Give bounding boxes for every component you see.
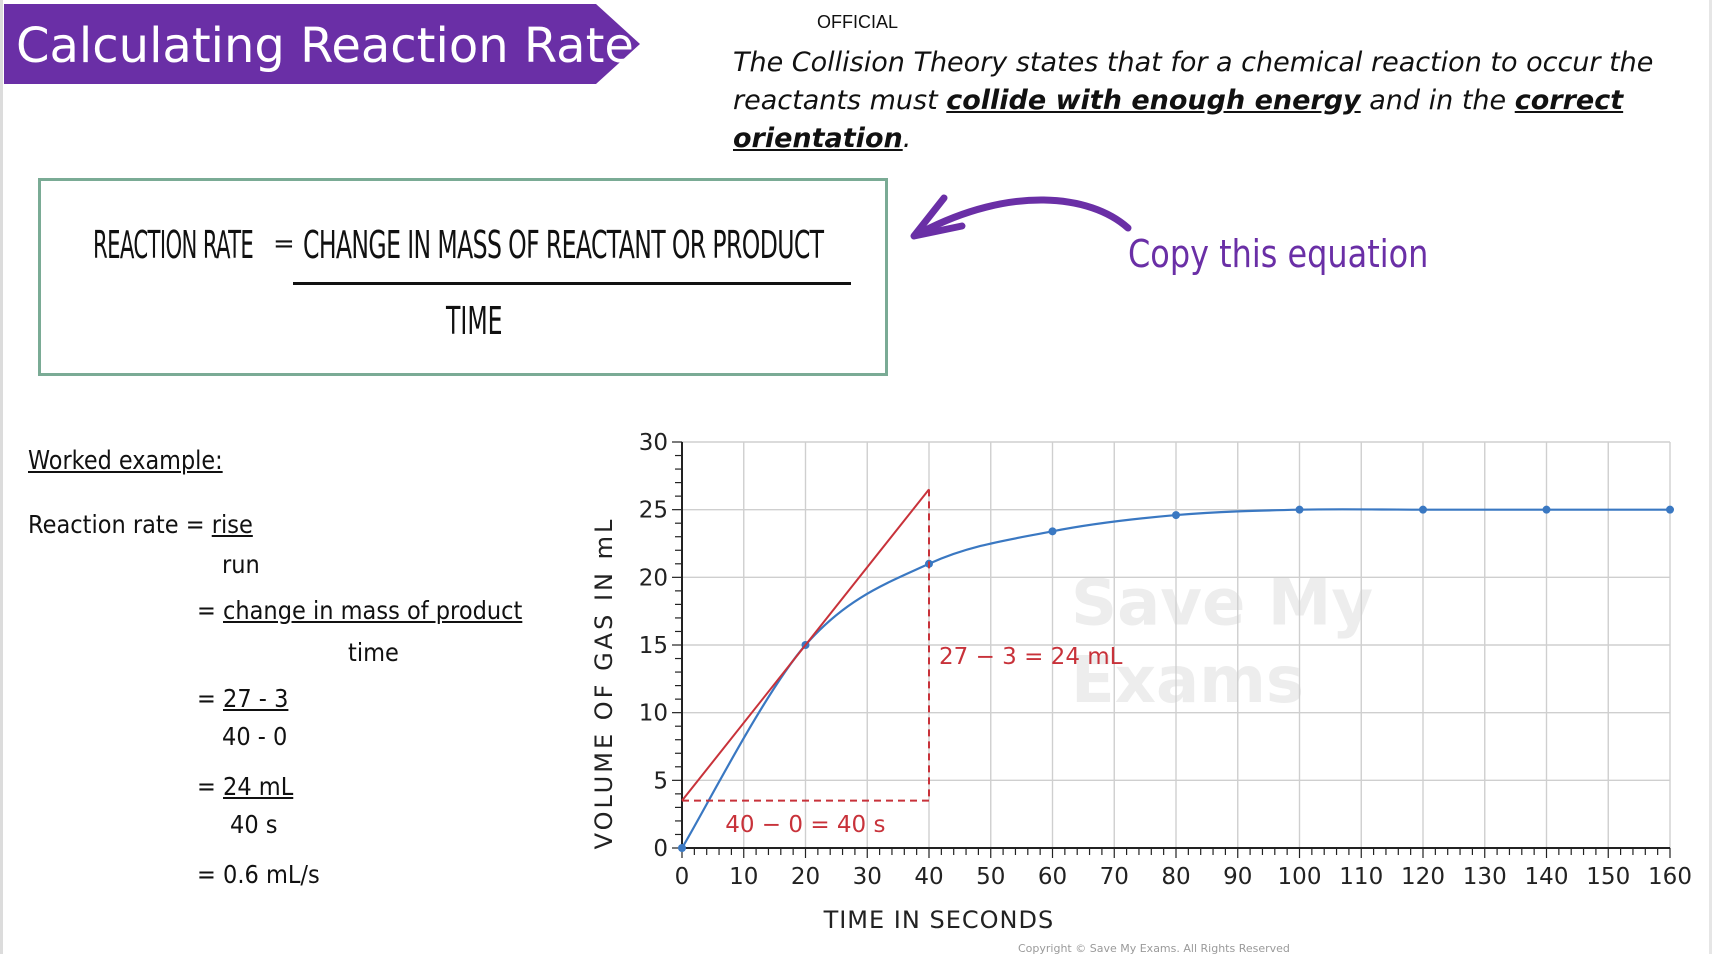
banner-shape: [4, 4, 640, 84]
page-edge-left: [0, 0, 3, 954]
worked-run: run: [222, 550, 260, 579]
worked-equals: =: [197, 772, 224, 801]
equation-denominator: TIME: [446, 299, 503, 343]
x-tick-label: 0: [675, 864, 690, 890]
x-tick-label: 140: [1525, 864, 1569, 890]
data-point: [1666, 505, 1674, 514]
worked-line-1: Reaction rate = rise: [28, 510, 253, 539]
x-tick-label: 90: [1223, 864, 1252, 890]
tangent-line: [681, 488, 930, 802]
x-tick-label: 120: [1401, 864, 1445, 890]
page-edge-right: [1709, 0, 1712, 954]
worked-change-in-mass: change in mass of product: [223, 596, 523, 625]
equation-numerator: CHANGE IN MASS OF REACTANT OR PRODUCT: [303, 223, 824, 267]
worked-rise: rise: [211, 510, 253, 539]
y-tick-label: 10: [639, 701, 668, 727]
copyright-footer: Copyright © Save My Exams. All Rights Re…: [1018, 942, 1290, 955]
rise-annotation: 27 − 3 = 24 mL: [939, 644, 1123, 670]
worked-rise-result: 24 mL: [223, 772, 294, 801]
worked-rise-value: 27 - 3: [223, 684, 289, 713]
y-tick-label: 5: [653, 768, 668, 794]
curved-arrow-left-icon: [910, 194, 1132, 240]
page-title: Calculating Reaction Rate: [16, 18, 634, 74]
x-tick-label: 70: [1100, 864, 1129, 890]
y-axis-label: VOLUME OF GAS IN mL: [590, 517, 618, 850]
x-tick-label: 80: [1161, 864, 1190, 890]
watermark-text: Save My: [1071, 567, 1373, 641]
title-banner: Calculating Reaction Rate: [4, 4, 640, 84]
worked-example-heading: Worked example:: [28, 446, 223, 476]
worked-run-value: 40 - 0: [222, 722, 288, 751]
statement-part-1: The Collision Theory states that for a c…: [733, 47, 1654, 116]
x-tick-label: 30: [853, 864, 882, 890]
fraction-bar: [293, 282, 851, 285]
classification-label: OFFICIAL: [817, 12, 899, 32]
x-tick-label: 10: [729, 864, 758, 890]
statement-part-2: and in the: [1360, 85, 1515, 116]
statement-emphasis-orientation: correct orientation: [733, 85, 1624, 154]
x-tick-label: 110: [1339, 864, 1383, 890]
x-tick-label: 40: [914, 864, 943, 890]
data-point: [1542, 505, 1551, 514]
y-tick-label: 0: [653, 836, 668, 862]
worked-line-7: = 24 mL: [197, 772, 293, 801]
data-point: [1172, 511, 1180, 520]
collision-theory-statement: The Collision Theory states that for a c…: [733, 44, 1693, 158]
x-tick-label: 100: [1278, 864, 1322, 890]
worked-line-5: = 27 - 3: [197, 684, 288, 713]
data-point: [1048, 527, 1057, 536]
y-tick-label: 25: [639, 498, 668, 524]
equation-equals: =: [273, 229, 295, 259]
data-point: [1419, 505, 1427, 514]
x-tick-label: 60: [1038, 864, 1067, 890]
equation-box: REACTION RATE = CHANGE IN MASS OF REACTA…: [38, 178, 888, 376]
worked-line-1-prefix: Reaction rate =: [28, 510, 212, 539]
worked-equals: =: [197, 596, 224, 625]
worked-time: time: [348, 638, 399, 667]
x-tick-label: 160: [1648, 864, 1692, 890]
worked-equals: =: [197, 684, 224, 713]
copy-equation-note: Copy this equation: [1128, 232, 1429, 276]
x-tick-label: 20: [791, 864, 820, 890]
statement-emphasis-energy: collide with enough energy: [946, 85, 1361, 116]
equation-lhs: REACTION RATE: [93, 223, 254, 267]
data-point: [1295, 505, 1304, 514]
x-tick-label: 50: [976, 864, 1005, 890]
y-tick-label: 30: [639, 430, 668, 456]
worked-run-result: 40 s: [230, 810, 278, 839]
y-tick-label: 20: [639, 565, 668, 591]
x-tick-label: 130: [1463, 864, 1507, 890]
y-tick-label: 15: [639, 633, 668, 659]
data-point: [678, 844, 686, 852]
x-tick-label: 150: [1586, 864, 1630, 890]
x-axis-label: TIME IN SECONDS: [823, 906, 1055, 934]
run-annotation: 40 − 0 = 40 s: [725, 812, 885, 838]
worked-line-3: = change in mass of product: [197, 596, 522, 625]
watermark-text: Exams: [1071, 644, 1304, 718]
statement-part-3: .: [902, 123, 912, 154]
worked-final-answer: = 0.6 mL/s: [197, 860, 320, 889]
